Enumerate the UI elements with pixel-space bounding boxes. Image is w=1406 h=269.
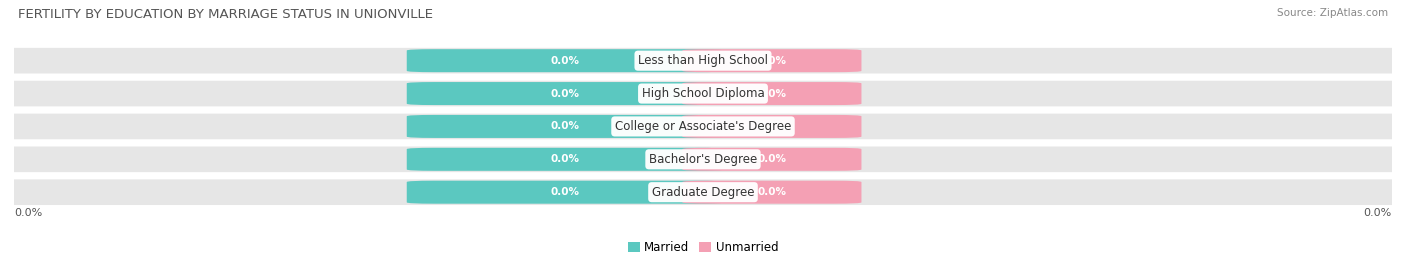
FancyBboxPatch shape bbox=[406, 49, 724, 72]
FancyBboxPatch shape bbox=[682, 148, 862, 171]
Text: 0.0%: 0.0% bbox=[758, 154, 786, 164]
Text: 0.0%: 0.0% bbox=[551, 56, 579, 66]
Text: Less than High School: Less than High School bbox=[638, 54, 768, 67]
FancyBboxPatch shape bbox=[0, 147, 1406, 172]
Text: 0.0%: 0.0% bbox=[14, 208, 42, 218]
FancyBboxPatch shape bbox=[406, 115, 724, 138]
FancyBboxPatch shape bbox=[406, 148, 724, 171]
Text: 0.0%: 0.0% bbox=[758, 121, 786, 132]
Text: College or Associate's Degree: College or Associate's Degree bbox=[614, 120, 792, 133]
Text: Graduate Degree: Graduate Degree bbox=[652, 186, 754, 199]
FancyBboxPatch shape bbox=[682, 115, 862, 138]
FancyBboxPatch shape bbox=[682, 181, 862, 204]
Text: 0.0%: 0.0% bbox=[551, 154, 579, 164]
FancyBboxPatch shape bbox=[406, 181, 724, 204]
Text: 0.0%: 0.0% bbox=[758, 56, 786, 66]
Text: 0.0%: 0.0% bbox=[758, 187, 786, 197]
Text: Bachelor's Degree: Bachelor's Degree bbox=[650, 153, 756, 166]
FancyBboxPatch shape bbox=[682, 82, 862, 105]
Text: 0.0%: 0.0% bbox=[551, 89, 579, 98]
FancyBboxPatch shape bbox=[682, 49, 862, 72]
Text: 0.0%: 0.0% bbox=[551, 121, 579, 132]
FancyBboxPatch shape bbox=[0, 48, 1406, 73]
FancyBboxPatch shape bbox=[406, 82, 724, 105]
Text: High School Diploma: High School Diploma bbox=[641, 87, 765, 100]
Text: Source: ZipAtlas.com: Source: ZipAtlas.com bbox=[1277, 8, 1388, 18]
Legend: Married, Unmarried: Married, Unmarried bbox=[623, 236, 783, 259]
Text: 0.0%: 0.0% bbox=[1364, 208, 1392, 218]
FancyBboxPatch shape bbox=[0, 179, 1406, 205]
FancyBboxPatch shape bbox=[0, 81, 1406, 106]
FancyBboxPatch shape bbox=[0, 114, 1406, 139]
Text: FERTILITY BY EDUCATION BY MARRIAGE STATUS IN UNIONVILLE: FERTILITY BY EDUCATION BY MARRIAGE STATU… bbox=[18, 8, 433, 21]
Text: 0.0%: 0.0% bbox=[758, 89, 786, 98]
Text: 0.0%: 0.0% bbox=[551, 187, 579, 197]
